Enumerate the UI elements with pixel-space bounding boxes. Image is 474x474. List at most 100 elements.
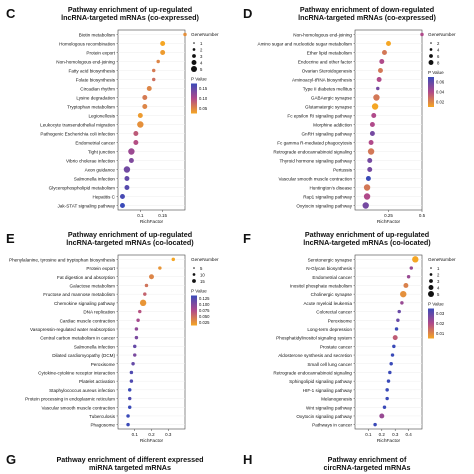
data-point bbox=[128, 148, 135, 155]
panel-title-h: Pathway enrichment of circRNA-targeted m… bbox=[272, 456, 462, 472]
x-tick-label: 0.5 bbox=[419, 213, 426, 218]
data-point bbox=[365, 176, 371, 181]
legend-size-dot bbox=[193, 267, 195, 269]
legend-size-label: 2 bbox=[437, 41, 440, 46]
legend-size-dot bbox=[429, 48, 433, 51]
category-label: Serotonergic synapse bbox=[308, 257, 353, 262]
category-label: Vibrio cholerae infection bbox=[66, 159, 115, 164]
dot-plot-e: Phenylalanine, tyrosine and tryptophan b… bbox=[9, 254, 219, 444]
legend-size-label: 2 bbox=[200, 47, 203, 52]
x-tick-label: 0.25 bbox=[384, 213, 393, 218]
legend-size-dot bbox=[430, 42, 432, 44]
category-label: Ovarian Steroidogenesis bbox=[302, 69, 353, 74]
x-tick-label: 0.1 bbox=[132, 432, 139, 437]
category-label: Colorectal cancer bbox=[316, 310, 352, 315]
category-label: Phenylalanine, tyrosine and tryptophan b… bbox=[9, 257, 116, 262]
data-point bbox=[363, 193, 371, 200]
category-label: Long-term depression bbox=[307, 327, 352, 332]
legend-size-label: 1 bbox=[437, 266, 440, 271]
panel-title-d-line1: Pathway enrichment of down-regulated bbox=[299, 5, 435, 14]
panel-title-g: Pathway enrichment of different expresse… bbox=[35, 456, 225, 472]
data-point bbox=[160, 50, 166, 55]
data-point bbox=[133, 140, 139, 145]
category-label: Homologous recombination bbox=[59, 42, 115, 47]
category-label: HIF-1 signaling pathway bbox=[303, 388, 353, 393]
category-label: Phagosome bbox=[90, 423, 115, 428]
category-label: Platelet activation bbox=[79, 379, 115, 384]
category-label: Non-homologous end-joining bbox=[56, 60, 115, 65]
legend-size-label: 3 bbox=[437, 279, 440, 284]
category-label: Folate biosynthesis bbox=[76, 78, 116, 83]
data-point bbox=[138, 309, 142, 314]
data-point bbox=[139, 299, 147, 307]
category-label: Chemokine signaling pathway bbox=[54, 301, 116, 306]
data-point bbox=[142, 95, 148, 100]
category-label: Peroxisome bbox=[328, 318, 353, 323]
panel-title-d: Pathway enrichment of down-regulated lnc… bbox=[272, 6, 462, 22]
data-point bbox=[397, 309, 401, 314]
category-label: Protein export bbox=[86, 51, 115, 56]
data-point bbox=[371, 103, 379, 110]
panel-d: D Pathway enrichment of down-regulated l… bbox=[237, 0, 474, 226]
plot-frame bbox=[354, 254, 423, 430]
category-label: Oxytocin signaling pathway bbox=[296, 204, 352, 209]
data-point bbox=[396, 318, 400, 322]
data-point bbox=[123, 166, 131, 173]
legend-size-title: GeneNumber bbox=[428, 32, 456, 37]
legend-size-label: 15 bbox=[200, 279, 205, 284]
plot-frame bbox=[354, 29, 423, 211]
legend-color-title: P Value bbox=[428, 302, 444, 307]
category-label: Aminoacyl-tRNA biosynthesis bbox=[292, 78, 353, 83]
dot-plot-d: Non-homologous end-joining Amino sugar an… bbox=[258, 29, 456, 225]
legend-size-label: 3 bbox=[200, 54, 203, 59]
legend-size-title: GeneNumber bbox=[428, 257, 456, 262]
panel-title-d-line2: lncRNA-targeted mRNAs (co-expressed) bbox=[298, 13, 436, 22]
legend-size-label: 5 bbox=[200, 67, 203, 72]
category-label: Vascular smooth muscle contraction bbox=[279, 177, 353, 182]
panel-title-h-line1: Pathway enrichment of bbox=[327, 455, 407, 464]
data-point bbox=[156, 59, 160, 64]
category-label: Vascular smooth muscle contraction bbox=[42, 405, 116, 410]
data-point bbox=[385, 396, 389, 401]
data-point bbox=[126, 414, 130, 418]
x-tick-label: 0.1 bbox=[137, 213, 144, 218]
panel-title-g-line2: miRNA targeted mRNAs bbox=[88, 463, 171, 472]
category-label: Legionellosis bbox=[88, 114, 115, 119]
legend-size-dot bbox=[192, 48, 196, 51]
category-label: GABAergic synapse bbox=[311, 96, 353, 101]
data-point bbox=[134, 327, 139, 331]
data-point bbox=[158, 266, 162, 270]
data-point bbox=[143, 292, 147, 296]
legend-size-dot bbox=[193, 42, 195, 44]
data-point bbox=[124, 176, 130, 181]
data-point bbox=[362, 202, 369, 209]
data-point bbox=[373, 94, 380, 101]
panel-h: H Pathway enrichment of circRNA-targeted… bbox=[237, 448, 474, 474]
data-point bbox=[133, 353, 137, 357]
category-label: Ether lipid metabolism bbox=[307, 51, 352, 56]
legend-color-tick-label: 0.075 bbox=[199, 308, 210, 313]
data-point bbox=[376, 86, 380, 91]
data-point bbox=[363, 184, 371, 191]
data-point bbox=[124, 185, 130, 190]
category-label: Lysine degradation bbox=[76, 96, 115, 101]
data-point bbox=[152, 68, 156, 73]
data-point bbox=[126, 422, 130, 427]
category-label: Protein export bbox=[86, 266, 115, 271]
legend-size-label: 10 bbox=[200, 272, 205, 277]
data-point bbox=[392, 344, 396, 349]
legend-size-dot bbox=[428, 291, 434, 297]
data-point bbox=[369, 122, 375, 127]
category-label: Axon guidance bbox=[85, 168, 116, 173]
data-point bbox=[120, 203, 125, 208]
category-label: Cardiac muscle contraction bbox=[60, 318, 116, 323]
panel-title-f-line2: lncRNA-targeted mRNAs (co-located) bbox=[303, 238, 431, 247]
legend-color-tick-label: 0.125 bbox=[199, 296, 210, 301]
category-label: Fat digestion and absorption bbox=[57, 275, 115, 280]
legend-color-title: P Value bbox=[191, 77, 207, 82]
panel-title-e-line1: Pathway enrichment of up-regulated bbox=[67, 230, 193, 239]
legend-color-tick-label: 0.02 bbox=[436, 100, 445, 105]
x-tick-label: 0.3 bbox=[165, 432, 172, 437]
data-point bbox=[389, 362, 393, 366]
legend-color-tick-label: 0.01 bbox=[436, 331, 445, 336]
